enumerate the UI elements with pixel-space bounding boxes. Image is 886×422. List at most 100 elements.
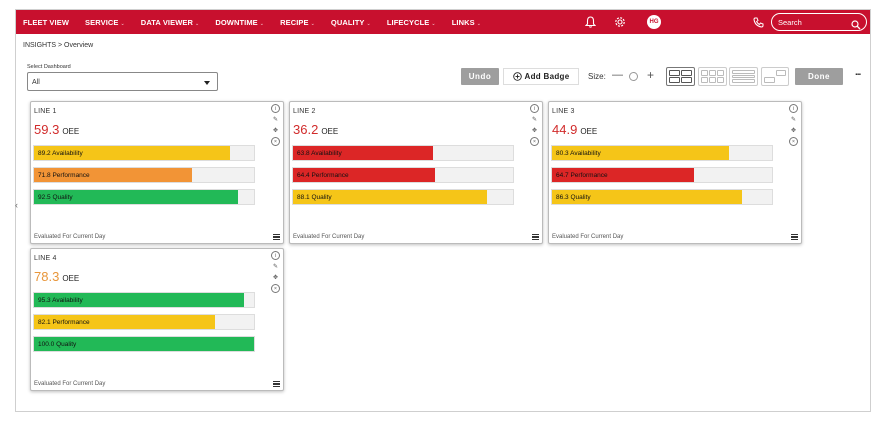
undo-button[interactable]: Undo [461,68,499,85]
layout-rows-button[interactable] [729,67,758,86]
info-icon[interactable]: i [530,104,539,113]
oee-value: 36.2 [293,122,319,137]
search-box[interactable] [771,13,867,31]
nav-links[interactable]: LINKS ⌄ [451,17,481,27]
metric-fill: 82.1 Performance [34,315,215,329]
chevron-down-icon: ⌄ [366,20,371,27]
layout-2x2-button[interactable] [666,67,695,86]
nav-lifecycle[interactable]: LIFECYCLE ⌄ [386,17,436,27]
metric-bar-availability: 63.8 Availability [292,145,514,161]
oee-value-group: 59.3 OEE [34,122,79,137]
oee-label: OEE [321,127,339,136]
layout-3x2-button[interactable] [698,67,727,86]
metric-fill: 71.8 Performance [34,168,192,182]
oee-label: OEE [580,127,598,136]
hamburger-menu-icon[interactable] [273,381,280,387]
move-icon[interactable]: ✥ [272,128,279,134]
metric-bar-quality: 86.3 Quality [551,189,773,205]
close-icon[interactable]: × [271,284,280,293]
chevron-down-icon: ⌄ [310,20,315,27]
metric-fill: 95.3 Availability [34,293,244,307]
avatar[interactable]: HG [647,15,661,29]
oee-card-line-2[interactable]: LINE 2 36.2 OEE 63.8 Availability 64.4 P… [289,101,543,244]
metric-bar-performance: 64.4 Performance [292,167,514,183]
caret-down-icon [204,81,210,85]
close-icon[interactable]: × [271,137,280,146]
nav-quality[interactable]: QUALITY ⌄ [330,17,371,27]
card-footer: Evaluated For Current Day [34,381,106,387]
card-title: LINE 1 [34,108,57,115]
info-icon[interactable]: i [271,251,280,260]
hamburger-menu-icon[interactable] [273,234,280,240]
metric-bar-availability: 80.3 Availability [551,145,773,161]
metric-fill: 80.3 Availability [552,146,729,160]
edit-icon[interactable]: ✎ [790,117,797,123]
card-footer: Evaluated For Current Day [552,234,624,240]
card-title: LINE 2 [293,108,316,115]
add-badge-button[interactable]: Add Badge [503,68,579,85]
metric-bar-quality: 92.5 Quality [33,189,255,205]
oee-card-line-4[interactable]: LINE 4 78.3 OEE 95.3 Availability 82.1 P… [30,248,284,391]
gear-icon[interactable] [613,15,627,29]
oee-card-line-3[interactable]: LINE 3 44.9 OEE 80.3 Availability 64.7 P… [548,101,802,244]
layout-mixed-button[interactable] [761,67,789,86]
dashboard-select-value: All [32,79,40,86]
size-label: Size: [588,72,606,81]
size-increase-button[interactable]: + [647,68,655,82]
dashboard-select[interactable]: All [27,72,218,91]
size-slider-handle[interactable] [629,72,638,81]
info-icon[interactable]: i [271,104,280,113]
app-frame: FLEET VIEW SERVICE ⌄ DATA VIEWER ⌄ DOWNTIM… [15,9,871,412]
move-icon[interactable]: ✥ [531,128,538,134]
metric-fill: 64.4 Performance [293,168,435,182]
chevron-down-icon: ⌄ [195,20,200,27]
metric-fill: 63.8 Availability [293,146,434,160]
move-icon[interactable]: ✥ [272,275,279,281]
edit-icon[interactable]: ✎ [272,264,279,270]
card-toolbar: i ✎ ✥ × [789,104,798,146]
oee-value-group: 36.2 OEE [293,122,338,137]
phone-icon[interactable] [751,15,765,29]
chevron-down-icon: ⌄ [259,20,265,27]
breadcrumb[interactable]: INSIGHTS > Overview [23,42,94,49]
metric-bar-quality: 88.1 Quality [292,189,514,205]
nav-recipe[interactable]: RECIPE ⌄ [280,17,315,27]
edit-icon[interactable]: ✎ [272,117,279,123]
card-footer: Evaluated For Current Day [293,234,365,240]
collapse-sidebar-icon[interactable]: ‹ [15,200,18,210]
oee-label: OEE [62,274,80,283]
card-toolbar: i ✎ ✥ × [530,104,539,146]
nav-data-viewer[interactable]: DATA VIEWER ⌄ [140,17,200,27]
card-toolbar: i ✎ ✥ × [271,251,280,293]
close-icon[interactable]: × [789,137,798,146]
oee-value: 44.9 [552,122,578,137]
hamburger-menu-icon[interactable] [532,234,539,240]
plus-circle-icon [512,72,522,81]
nav-downtime[interactable]: DOWNTIME ⌄ [215,17,265,27]
oee-value-group: 78.3 OEE [34,269,79,284]
nav-fleet-view[interactable]: FLEET VIEW [23,17,69,27]
edit-icon[interactable]: ✎ [531,117,538,123]
oee-value-group: 44.9 OEE [552,122,597,137]
metric-bar-performance: 64.7 Performance [551,167,773,183]
search-input[interactable] [778,17,848,28]
nav-service[interactable]: SERVICE ⌄ [85,17,125,27]
close-icon[interactable]: × [530,137,539,146]
bell-icon[interactable] [583,15,597,29]
card-toolbar: i ✎ ✥ × [271,104,280,146]
chevron-down-icon: ⌄ [431,20,436,27]
more-options-icon[interactable]: ... [855,67,861,78]
oee-card-line-1[interactable]: LINE 1 59.3 OEE 89.2 Availability 71.8 P… [30,101,284,244]
search-icon[interactable] [851,17,861,35]
oee-value: 59.3 [34,122,60,137]
size-decrease-button[interactable]: — [612,69,623,81]
move-icon[interactable]: ✥ [790,128,797,134]
card-footer: Evaluated For Current Day [34,234,106,240]
oee-value: 78.3 [34,269,60,284]
metric-fill: 88.1 Quality [293,190,487,204]
metric-fill: 92.5 Quality [34,190,238,204]
done-button[interactable]: Done [795,68,843,85]
metric-bar-availability: 95.3 Availability [33,292,255,308]
info-icon[interactable]: i [789,104,798,113]
hamburger-menu-icon[interactable] [791,234,798,240]
